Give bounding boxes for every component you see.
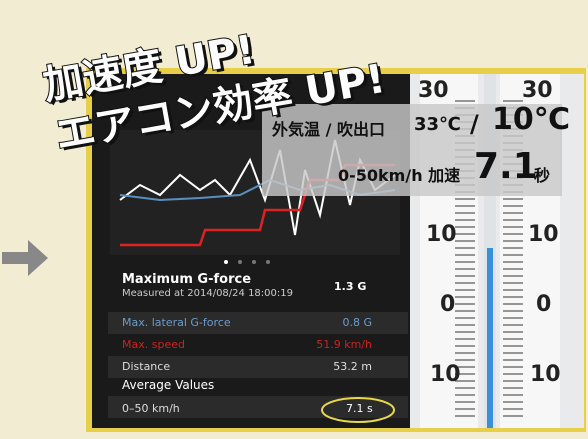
accel-unit: 秒 <box>534 162 550 186</box>
stat-row: Max. speed 51.9 km/h <box>112 334 402 356</box>
stat-row: Distance 53.2 m <box>112 356 402 378</box>
scale-label: 30 <box>522 78 553 103</box>
outside-temp: 33℃ <box>414 114 461 135</box>
stat-value: 51.9 km/h <box>316 338 372 351</box>
stat-label: 0–50 km/h <box>122 402 180 415</box>
mercury <box>487 248 493 428</box>
stat-value: 53.2 m <box>333 360 372 373</box>
scale-label: 10 <box>530 362 561 387</box>
app-panel: Maximum G-force Measured at 2014/08/24 1… <box>112 268 402 428</box>
scale-label: 30 <box>418 78 449 103</box>
scale-label: 10 <box>426 222 457 247</box>
stat-value: 0.8 G <box>342 316 372 329</box>
max-g[interactable]: 1.3 G <box>334 280 366 293</box>
scale-label: 10 <box>430 362 461 387</box>
stat-label: Distance <box>122 360 170 373</box>
scale-label: 0 <box>536 292 551 317</box>
separator: / <box>470 110 479 138</box>
accel-label: 0-50km/h 加速 <box>338 162 460 186</box>
stat-value: 7.1 s <box>346 402 373 415</box>
scale-label: 10 <box>528 222 559 247</box>
section-title: Average Values <box>122 378 214 392</box>
stat-row: 0–50 km/h 7.1 s <box>112 398 402 420</box>
arrow <box>2 240 48 276</box>
measured: Measured at 2014/08/24 18:00:19 <box>122 288 293 299</box>
stat-label: Max. speed <box>122 338 185 351</box>
accel-value: 7.1 <box>474 146 538 187</box>
stat-row: Max. lateral G-force 0.8 G <box>112 312 402 334</box>
stat-label: Max. lateral G-force <box>122 316 231 329</box>
outlet-temp: 10℃ <box>492 102 570 137</box>
app-title: Maximum G-force <box>122 272 251 287</box>
scale-label: 0 <box>440 292 455 317</box>
screenshot: Maximum G-force Measured at 2014/08/24 1… <box>0 0 588 439</box>
